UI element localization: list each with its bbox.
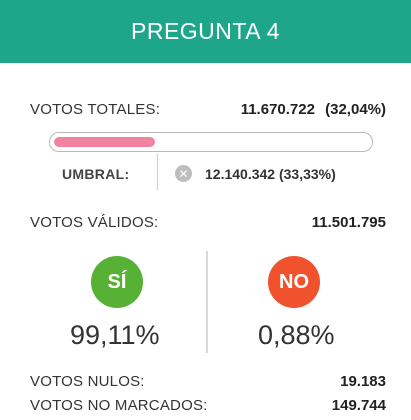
votos-validos-row: VOTOS VÁLIDOS: 11.501.795 [30,214,386,231]
umbral-value: 12.140.342 (33,33%) [205,166,336,182]
votos-totales-percent: (32,04%) [325,101,386,118]
no-label: NO [279,270,309,293]
participation-progress-bar [49,132,373,152]
si-label: SÍ [107,270,127,293]
votos-nulos-value: 19.183 [340,373,386,390]
votos-totales-row: VOTOS TOTALES: 11.670.722 (32,04%) [30,101,386,118]
votos-totales-value: 11.670.722 [240,101,315,118]
umbral-label: UMBRAL: [62,166,130,182]
votos-no-marcados-row: VOTOS NO MARCADOS: 149.744 [30,397,386,414]
votos-nulos-label: VOTOS NULOS: [30,373,145,390]
si-percent: 99,11% [70,320,160,350]
votos-totales-value-group: 11.670.722 (32,04%) [241,101,386,118]
question-title: PREGUNTA 4 [131,18,280,44]
votos-nulos-row: VOTOS NULOS: 19.183 [30,373,386,390]
umbral-divider [157,154,158,190]
votos-no-marcados-label: VOTOS NO MARCADOS: [30,397,208,414]
si-badge: SÍ [91,256,143,308]
question-header: PREGUNTA 4 [0,0,411,63]
votos-validos-value: 11.501.795 [311,214,386,231]
no-badge: NO [268,256,320,308]
votos-validos-label: VOTOS VÁLIDOS: [30,214,159,231]
results-divider [206,251,208,353]
x-circle-icon: ✕ [175,165,192,182]
votos-no-marcados-value: 149.744 [331,397,386,414]
participation-progress-fill [54,137,155,147]
votos-totales-label: VOTOS TOTALES: [30,101,161,118]
no-percent: 0,88% [258,320,335,350]
